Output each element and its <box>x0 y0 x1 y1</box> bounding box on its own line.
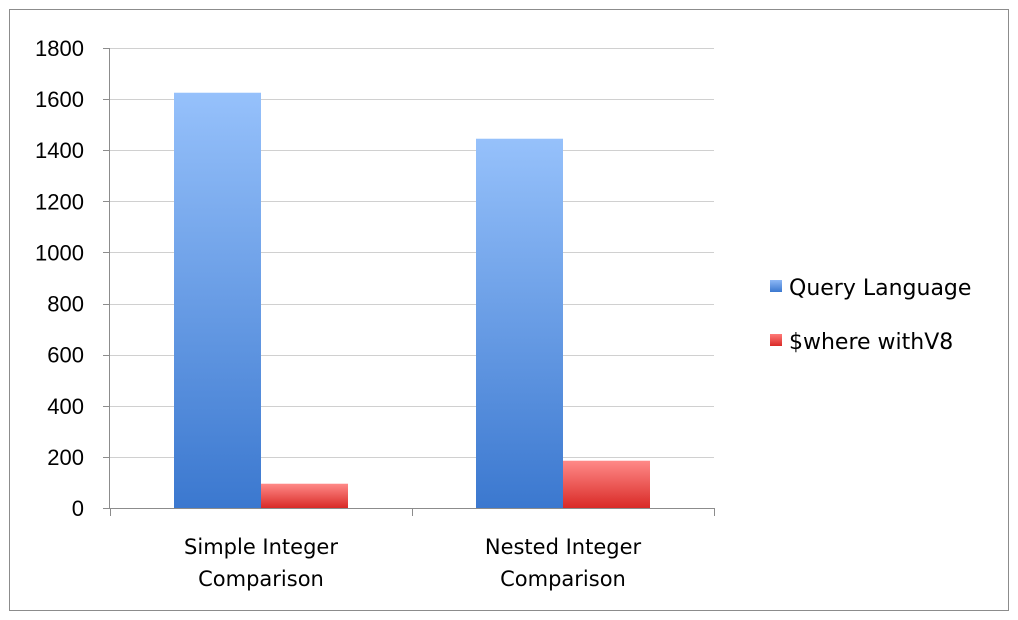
y-tick-label: 600 <box>47 343 84 368</box>
y-tick-label: 1800 <box>35 36 84 61</box>
bar-where-v8-2 <box>563 460 650 508</box>
y-tick-label: 1600 <box>35 87 84 112</box>
category-label: Comparison <box>500 567 626 591</box>
y-tick-label: 1400 <box>35 138 84 163</box>
y-tick-label: 0 <box>72 496 84 521</box>
y-tick-label: 200 <box>47 445 84 470</box>
category-label: Comparison <box>198 567 324 591</box>
legend: Query Language $where withV8 <box>770 276 971 355</box>
legend-label-where-v8: $where withV8 <box>789 330 953 355</box>
bar-where-v8-1 <box>261 483 348 508</box>
legend-swatch-where-v8 <box>770 334 782 346</box>
y-tick-label: 1000 <box>35 240 84 265</box>
legend-label-query-language: Query Language <box>789 276 971 301</box>
category-label: Nested Integer <box>485 535 642 559</box>
y-tick-labels: 0 200 400 600 800 1000 1200 1400 1600 1800 <box>35 36 84 521</box>
x-category-labels: Simple Integer Comparison Nested Integer Co… <box>184 535 641 591</box>
y-tick-label: 1200 <box>35 189 84 214</box>
bar-query-language-2 <box>476 138 563 508</box>
y-tick-label: 800 <box>47 292 84 317</box>
axes <box>103 48 715 516</box>
legend-swatch-query-language <box>770 280 782 292</box>
category-label: Simple Integer <box>184 535 338 559</box>
bars <box>174 92 650 508</box>
bar-query-language-1 <box>174 92 261 508</box>
y-tick-label: 400 <box>47 394 84 419</box>
